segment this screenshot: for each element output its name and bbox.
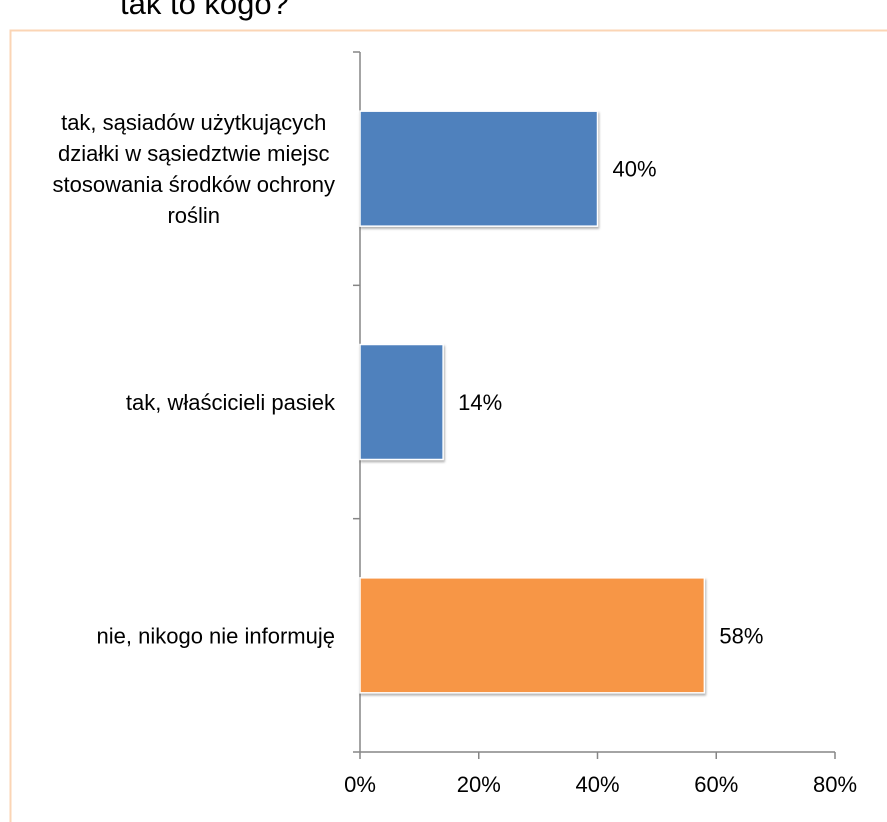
bar	[359, 110, 599, 227]
bar	[359, 343, 444, 461]
value-label: 40%	[613, 157, 657, 182]
y-tick-label: nie, nikogo nie informuję	[97, 623, 335, 648]
x-tick-label: 20%	[457, 772, 501, 797]
x-tick-label: 40%	[575, 772, 619, 797]
value-label: 14%	[458, 390, 502, 415]
x-tick-label: 60%	[694, 772, 738, 797]
y-tick-label: tak, sąsiadów użytkujących działki w sąsi…	[53, 110, 335, 228]
y-tick-label: tak, właścicieli pasiek	[126, 390, 336, 415]
frame	[9, 29, 887, 822]
x-tick-label: 0%	[344, 772, 376, 797]
value-label: 58%	[719, 623, 763, 648]
chart-title: tak to kogo?	[120, 0, 289, 21]
x-tick-label: 80%	[813, 772, 857, 797]
bar	[359, 577, 706, 694]
